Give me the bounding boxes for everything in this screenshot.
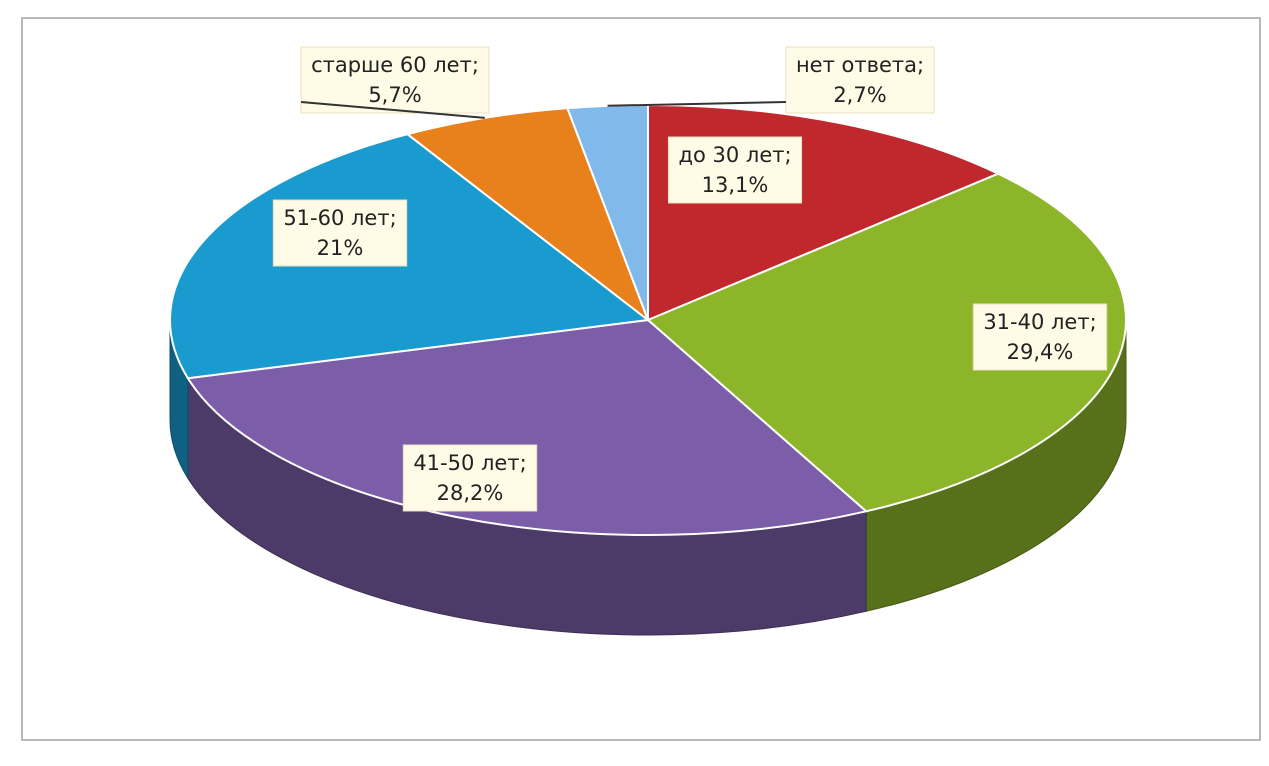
label-box <box>667 136 803 204</box>
data-label: старше 60 лет; 5,7% <box>300 46 490 114</box>
label-value: 21% <box>317 236 364 260</box>
label-category: нет ответа; <box>796 53 924 77</box>
label-value: 2,7% <box>833 83 886 107</box>
label-value: 13,1% <box>702 173 769 197</box>
label-category: 41-50 лет; <box>413 451 526 475</box>
data-label: до 30 лет; 13,1% <box>667 136 803 204</box>
label-box <box>972 303 1108 371</box>
label-value: 29,4% <box>1007 340 1074 364</box>
label-box <box>402 444 538 512</box>
label-box <box>300 46 490 114</box>
slice <box>647 172 1127 513</box>
slice <box>186 319 868 536</box>
data-label: нет ответа; 2,7% <box>785 46 935 114</box>
label-value: 28,2% <box>437 481 504 505</box>
label-category: 31-40 лет; <box>983 310 1096 334</box>
leader-line <box>607 101 786 107</box>
label-category: старше 60 лет; <box>311 53 479 77</box>
label-box <box>272 199 408 267</box>
slice <box>169 133 649 380</box>
label-box <box>785 46 935 114</box>
data-label: 51-60 лет; 21% <box>272 199 408 267</box>
labels: до 30 лет; 13,1% 31-40 лет; 29,4% 41-50 лет;… <box>272 46 1108 512</box>
leader-line <box>300 101 485 119</box>
label-category: до 30 лет; <box>678 143 791 167</box>
data-label: 31-40 лет; 29,4% <box>972 303 1108 371</box>
label-value: 5,7% <box>368 83 421 107</box>
data-label: 41-50 лет; 28,2% <box>402 444 538 512</box>
label-category: 51-60 лет; <box>283 206 396 230</box>
